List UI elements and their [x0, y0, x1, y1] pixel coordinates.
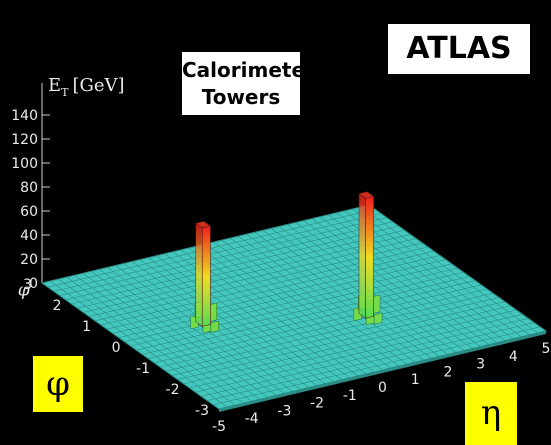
eta-tick-label: 5 [542, 341, 551, 357]
eta-tick-label: -1 [343, 388, 357, 404]
floor-grid-line [159, 288, 488, 368]
eta-tick-label: 3 [476, 357, 485, 373]
floor-grid-line [77, 229, 405, 309]
floor-grid-line [118, 259, 446, 338]
floor-grid-line [207, 322, 535, 401]
tower-top-face [195, 221, 212, 229]
phi-axis-badge: φ [33, 356, 83, 412]
eta-axis-badge: η [465, 382, 517, 445]
z-tick-label: 40 [20, 228, 38, 244]
z-tick-label: 140 [11, 108, 38, 124]
floor-grid-line [136, 271, 464, 351]
phi-axis-title: φ [18, 280, 30, 300]
floor-grid-line [83, 234, 411, 313]
tower-front-face [365, 195, 374, 319]
floor-grid-line [124, 263, 452, 343]
tower-top-face [358, 191, 375, 199]
calorimeter-towers-label: Calorimeter Towers [182, 52, 315, 115]
z-tick-label: 120 [11, 132, 38, 148]
tower-side-face [358, 193, 366, 319]
tower-base-block [202, 323, 212, 334]
floor-grid-line [130, 267, 458, 347]
z-tick-label: 60 [20, 204, 38, 220]
tower-base-block [210, 320, 220, 333]
floor-grid-line [154, 284, 482, 364]
z-axis-title: ET [GeV] [48, 75, 125, 99]
floor-grid-line [195, 313, 523, 393]
floor-grid-line [71, 225, 399, 305]
energy-tower [190, 221, 220, 334]
eta-tick-label: 0 [378, 380, 387, 396]
eta-tick-label: -4 [245, 411, 259, 427]
z-tick-label: 80 [20, 180, 38, 196]
floor-grid-line [183, 305, 511, 385]
floor-grid-line [112, 255, 440, 334]
tower-base-block [365, 315, 375, 326]
floor-grid-line [106, 250, 434, 330]
calorimeter-label-line1: Calorimeter [182, 58, 315, 82]
eta-tick-label: 2 [443, 364, 452, 380]
calorimeter-label-line2: Towers [201, 85, 281, 109]
floor-grid-line [171, 297, 499, 376]
eta-tick-label: 1 [411, 372, 420, 388]
floor-grid-line [148, 280, 476, 359]
floor-grid-line [142, 276, 470, 355]
tower-base-block [373, 312, 383, 325]
eta-tick-label: -5 [212, 419, 226, 435]
z-tick-label: 0 [29, 276, 38, 292]
floor-grid-line [177, 301, 505, 380]
phi-tick-label: 0 [112, 340, 121, 356]
floor-grid-line [213, 326, 541, 406]
energy-tower [353, 191, 383, 326]
experiment-label: ATLAS [388, 24, 530, 74]
phi-tick-label: -2 [166, 382, 180, 398]
floor-grid-line [47, 208, 375, 288]
eta-tick-label: -3 [277, 403, 291, 419]
eta-tick-label: 4 [509, 349, 518, 365]
tower-front-face [201, 225, 211, 327]
floor-edge [219, 331, 546, 412]
calorimeter-floor [40, 204, 548, 412]
phi-tick-label: 2 [53, 298, 62, 314]
tower-side-face [195, 222, 203, 327]
z-tick-label: 100 [11, 156, 38, 172]
floor-grid-line [189, 309, 517, 389]
floor-grid-line [65, 221, 393, 301]
z-tick-label: 20 [20, 252, 38, 268]
phi-tick-label: 3 [23, 277, 32, 293]
floor-grid-line [53, 213, 381, 292]
phi-tick-label: -3 [195, 403, 209, 419]
eta-tick-label: -2 [310, 396, 324, 412]
phi-tick-label: 1 [82, 319, 91, 335]
phi-tick-label: -1 [136, 361, 150, 377]
floor-grid-line [59, 217, 387, 296]
floor-grid-line [201, 318, 529, 397]
floor-grid-line [165, 292, 493, 372]
